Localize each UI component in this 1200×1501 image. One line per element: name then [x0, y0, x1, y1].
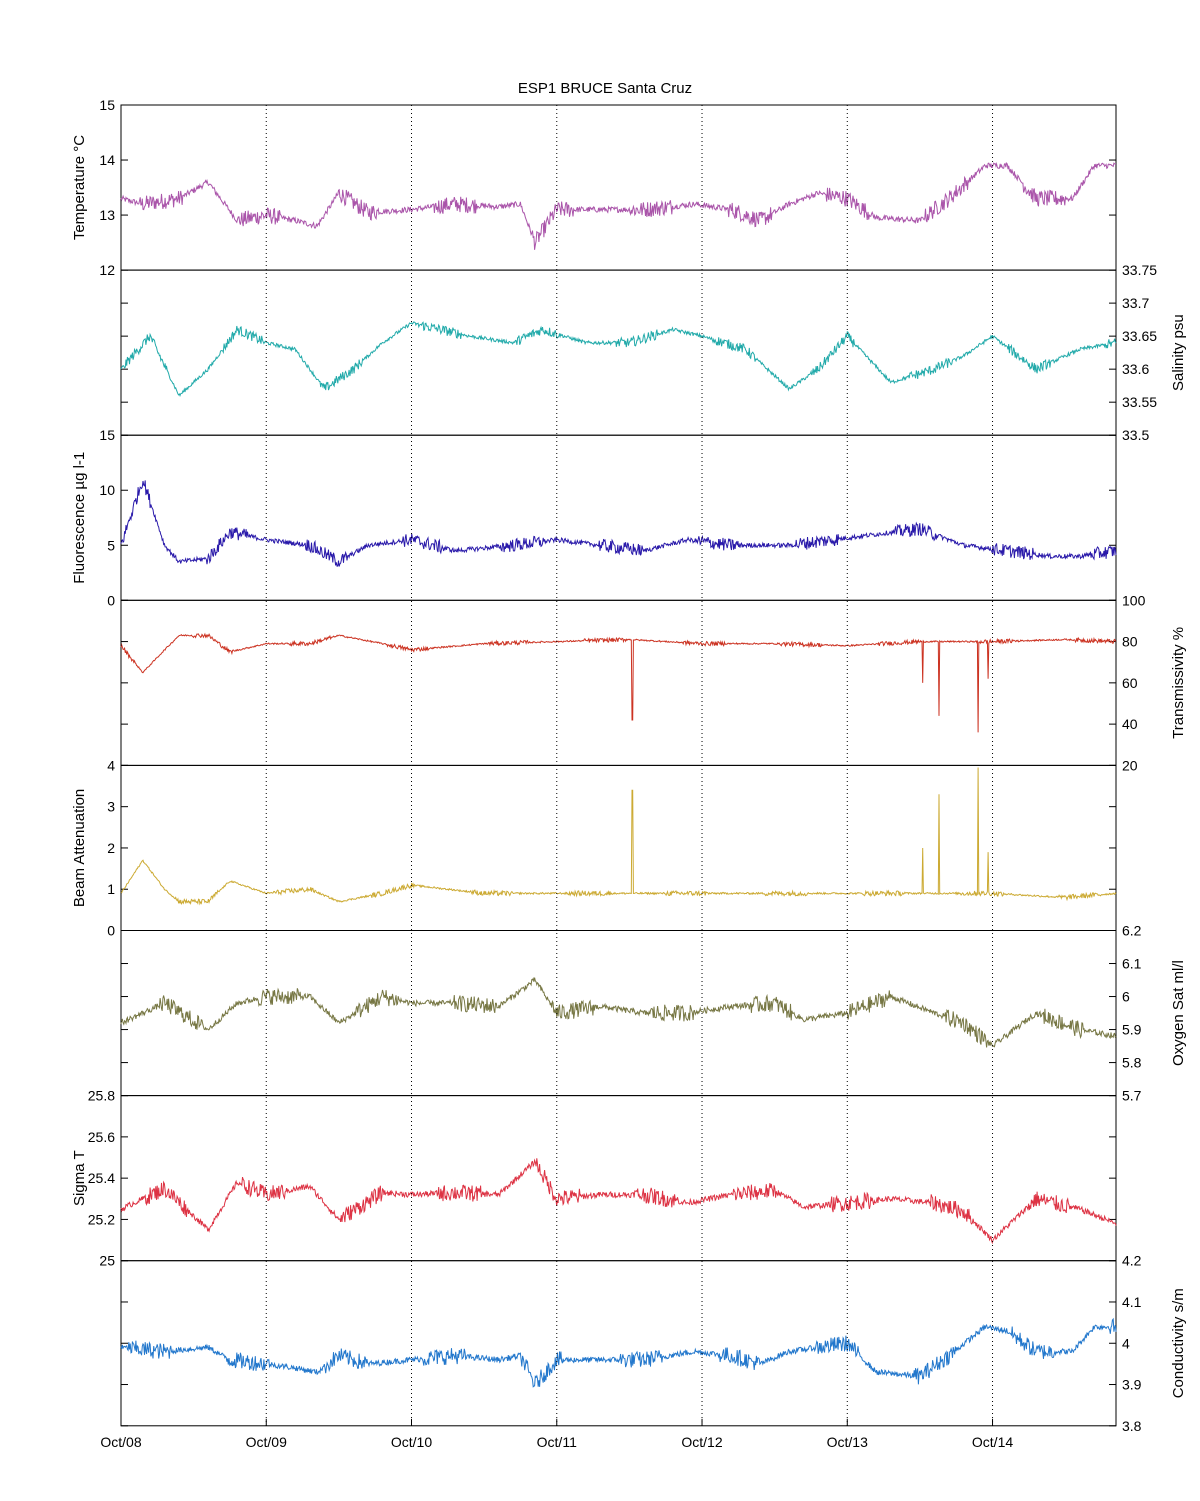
y-tick-label: 14 [99, 152, 115, 168]
series-line-salinity [120, 321, 1117, 397]
y-tick-label: 1 [107, 881, 115, 897]
y-tick-label: 3.8 [1122, 1418, 1142, 1434]
panel-salinity: 33.5 33.55 33.6 33.65 33.7 33.75 Salinity psu [120, 262, 1187, 443]
y-tick-label: 3 [107, 799, 115, 815]
panel-frame [120, 599, 1117, 766]
y-tick-label: 15 [99, 97, 115, 113]
x-tick-label: Oct/11 [537, 1434, 577, 1450]
panel-conductivity: 3.8 3.9 4 4.1 4.2 Conductivity s/m [120, 1253, 1187, 1434]
y-tick-label: 25.2 [88, 1211, 115, 1227]
x-tick-label: Oct/08 [100, 1434, 141, 1450]
y-axis-label: Sigma T [71, 1150, 88, 1206]
x-tick-label: Oct/10 [391, 1434, 432, 1450]
x-tick-label: Oct/14 [972, 1434, 1013, 1450]
y-tick-label: 5.9 [1122, 1022, 1142, 1038]
y-tick-label: 6.1 [1122, 956, 1142, 972]
chart-title: ESP1 BRUCE Santa Cruz [518, 80, 692, 97]
x-tick-label: Oct/13 [827, 1434, 868, 1450]
x-axis: Oct/08 Oct/09 Oct/10 Oct/11 Oct/12 Oct/13 Oct/… [100, 105, 1013, 1450]
y-tick-label: 5.8 [1122, 1055, 1142, 1071]
y-tick-label: 33.55 [1122, 394, 1157, 410]
y-tick-label: 10 [99, 482, 115, 498]
series-line-transmissivity [120, 632, 1117, 733]
series-line-sigma_t [120, 1158, 1117, 1245]
panel-transmissivity: 20 40 60 80 100 Transmissivity % [120, 592, 1187, 773]
panel-sigma_t: 25 25.2 25.4 25.6 25.8 Sigma T [71, 1088, 1117, 1269]
y-tick-label: 13 [99, 207, 115, 223]
x-tick-label: Oct/09 [246, 1434, 287, 1450]
panel-frame [120, 930, 1117, 1097]
panel-frame [120, 764, 1117, 932]
y-tick-label: 40 [1122, 716, 1138, 732]
series-line-conductivity [120, 1317, 1117, 1388]
series-line-fluorescence [120, 480, 1117, 567]
y-tick-label: 33.6 [1122, 361, 1149, 377]
y-axis-label: Temperature °C [71, 135, 88, 240]
panel-frame [120, 1260, 1117, 1427]
y-tick-label: 25.4 [88, 1170, 115, 1186]
y-axis-label: Oxygen Sat ml/l [1170, 960, 1187, 1066]
y-tick-label: 0 [107, 592, 115, 608]
y-tick-label: 25.6 [88, 1129, 115, 1145]
y-tick-label: 60 [1122, 675, 1138, 691]
y-tick-label: 33.7 [1122, 295, 1149, 311]
y-tick-label: 100 [1122, 592, 1146, 608]
panel-frame [120, 1095, 1117, 1262]
y-tick-label: 6 [1122, 989, 1130, 1005]
y-tick-label: 33.75 [1122, 262, 1157, 278]
series-line-beam_attenuation [120, 767, 1117, 906]
y-tick-label: 4.2 [1122, 1253, 1142, 1269]
y-tick-label: 4.1 [1122, 1294, 1142, 1310]
series-line-oxygen [120, 976, 1117, 1048]
panel-beam_attenuation: 0 1 2 3 4 Beam Attenuation [71, 757, 1117, 939]
panel-oxygen: 5.7 5.8 5.9 6 6.1 6.2 Oxygen Sat ml/l [120, 923, 1187, 1104]
y-axis-label: Salinity psu [1170, 314, 1187, 391]
y-tick-label: 33.65 [1122, 328, 1157, 344]
y-tick-label: 3.9 [1122, 1377, 1142, 1393]
panel-frame [120, 434, 1117, 601]
y-tick-label: 25 [99, 1253, 115, 1269]
panel-temperature: 12 13 14 15 Temperature °C [71, 97, 1117, 278]
y-tick-label: 5.7 [1122, 1088, 1142, 1104]
y-tick-label: 6.2 [1122, 923, 1142, 939]
y-tick-label: 80 [1122, 634, 1138, 650]
y-tick-label: 4 [1122, 1335, 1130, 1351]
y-tick-label: 33.5 [1122, 427, 1149, 443]
y-axis-label: Conductivity s/m [1170, 1288, 1187, 1398]
y-tick-label: 2 [107, 840, 115, 856]
y-tick-label: 5 [107, 537, 115, 553]
y-axis-label: Beam Attenuation [71, 789, 88, 907]
panel-fluorescence: 0 5 10 15 Fluorescence µg l-1 [71, 427, 1117, 608]
panel-frame [120, 104, 1117, 271]
x-tick-label: Oct/12 [681, 1434, 722, 1450]
y-tick-label: 4 [107, 757, 115, 773]
y-tick-label: 25.8 [88, 1088, 115, 1104]
y-tick-label: 12 [99, 262, 115, 278]
y-axis-label: Fluorescence µg l-1 [71, 452, 88, 584]
y-tick-label: 20 [1122, 757, 1138, 773]
y-tick-label: 0 [107, 923, 115, 939]
series-line-temperature [120, 161, 1117, 250]
y-tick-label: 15 [99, 427, 115, 443]
y-axis-label: Transmissivity % [1170, 627, 1187, 739]
